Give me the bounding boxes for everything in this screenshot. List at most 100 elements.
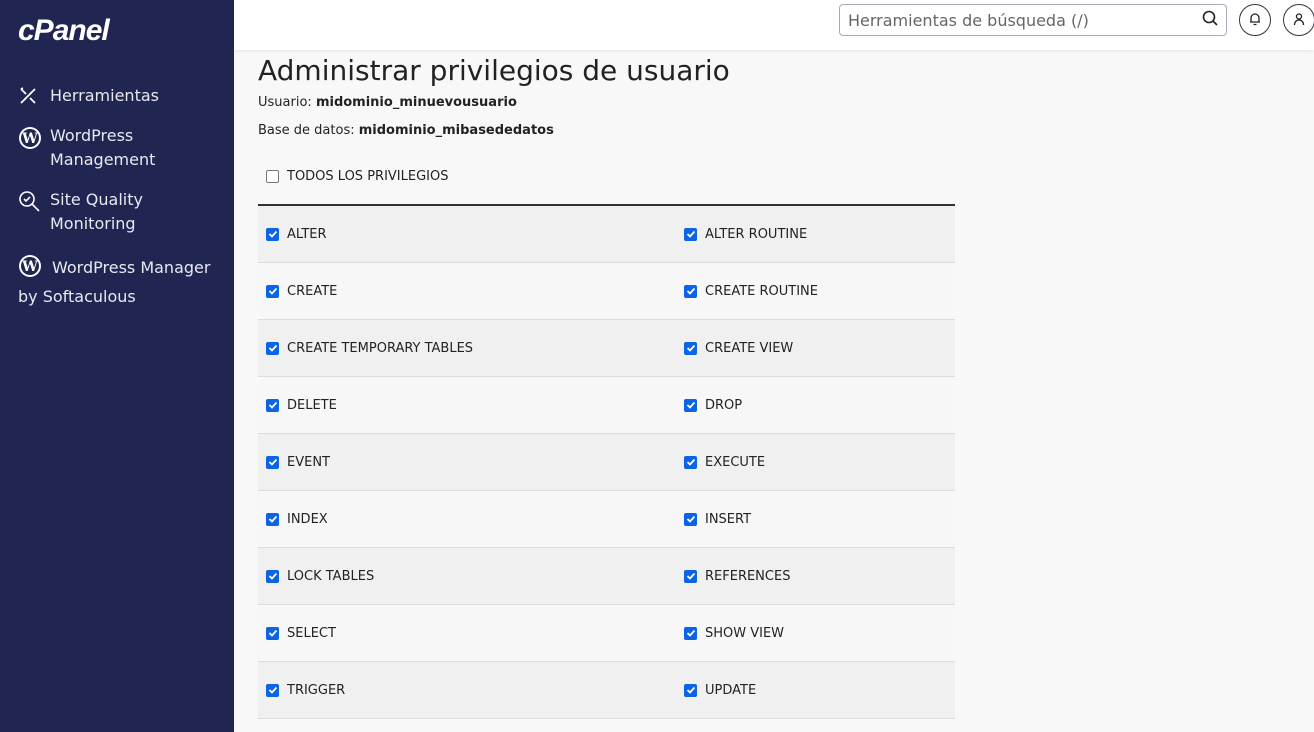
checkbox-checked[interactable] xyxy=(684,398,697,412)
privilege-select[interactable]: SELECT xyxy=(258,626,676,641)
privilege-row: TRIGGER UPDATE xyxy=(258,662,955,719)
privilege-index[interactable]: INDEX xyxy=(258,512,676,527)
privilege-row: CREATE CREATE ROUTINE xyxy=(258,263,955,320)
user-value: midominio_minuevousuario xyxy=(315,95,517,110)
sidebar-item-wordpress-manager-softaculous[interactable]: W WordPress Manager by Softaculous xyxy=(18,252,228,309)
privilege-label: UPDATE xyxy=(705,682,757,698)
privilege-label: EXECUTE xyxy=(705,454,766,470)
privilege-label: CREATE xyxy=(287,283,338,299)
checkbox-checked[interactable] xyxy=(266,398,279,412)
checkbox-checked[interactable] xyxy=(266,512,279,526)
sidebar-item-label: WordPress Manager by Softaculous xyxy=(18,258,211,306)
tools-icon xyxy=(18,84,50,108)
checkbox-checked[interactable] xyxy=(684,341,697,355)
sidebar-nav: Herramientas W WordPress Management Site… xyxy=(18,84,228,325)
privilege-row: INDEX INSERT xyxy=(258,491,955,548)
privileges-table: ALTER ALTER ROUTINE CREATE CREATE ROUTINE CR… xyxy=(258,204,955,719)
privilege-label: CREATE VIEW xyxy=(705,340,794,356)
sidebar: cPanel Herramientas W WordPress Manageme… xyxy=(0,0,234,732)
privilege-create-view[interactable]: CREATE VIEW xyxy=(676,341,955,356)
privilege-label: INDEX xyxy=(287,511,328,527)
privilege-delete[interactable]: DELETE xyxy=(258,398,676,413)
privilege-alter[interactable]: ALTER xyxy=(258,227,676,242)
privilege-drop[interactable]: DROP xyxy=(676,398,955,413)
checkbox-checked[interactable] xyxy=(684,569,697,583)
sidebar-item-wordpress-management[interactable]: W WordPress Management xyxy=(18,124,228,172)
privilege-label: CREATE ROUTINE xyxy=(705,283,818,299)
database-info: Base de datos: midominio_mibasededatos xyxy=(258,123,955,139)
database-value: midominio_mibasededatos xyxy=(358,123,554,138)
checkbox-checked[interactable] xyxy=(684,512,697,526)
checkbox[interactable] xyxy=(266,170,279,183)
sidebar-item-label: Herramientas xyxy=(50,86,159,105)
privilege-label: TRIGGER xyxy=(287,682,346,698)
checkbox-checked[interactable] xyxy=(266,626,279,640)
checkbox-checked[interactable] xyxy=(684,284,697,298)
privilege-row: ALTER ALTER ROUTINE xyxy=(258,206,955,263)
privilege-row: EVENT EXECUTE xyxy=(258,434,955,491)
search-box[interactable] xyxy=(839,4,1227,36)
privilege-label: SELECT xyxy=(287,625,336,641)
checkbox-checked[interactable] xyxy=(266,341,279,355)
checkbox-checked[interactable] xyxy=(266,227,279,241)
sidebar-item-label: WordPress Management xyxy=(50,126,156,169)
svg-text:W: W xyxy=(21,259,38,275)
privilege-row: CREATE TEMPORARY TABLES CREATE VIEW xyxy=(258,320,955,377)
privilege-trigger[interactable]: TRIGGER xyxy=(258,683,676,698)
top-header xyxy=(234,0,1314,50)
privilege-create[interactable]: CREATE xyxy=(258,284,676,299)
bell-icon xyxy=(1248,11,1262,30)
checkbox-checked[interactable] xyxy=(684,227,697,241)
privilege-label: INSERT xyxy=(705,511,752,527)
privilege-alter-routine[interactable]: ALTER ROUTINE xyxy=(676,227,955,242)
all-privileges-checkbox[interactable]: TODOS LOS PRIVILEGIOS xyxy=(258,169,955,184)
sidebar-item-herramientas[interactable]: Herramientas xyxy=(18,84,228,108)
cpanel-logo[interactable]: cPanel xyxy=(18,14,110,47)
checkbox-checked[interactable] xyxy=(266,455,279,469)
database-label: Base de datos: xyxy=(258,123,355,138)
privilege-references[interactable]: REFERENCES xyxy=(676,569,955,584)
privilege-label: SHOW VIEW xyxy=(705,625,785,641)
privilege-create-temporary-tables[interactable]: CREATE TEMPORARY TABLES xyxy=(258,341,676,356)
search-icon[interactable] xyxy=(1202,10,1218,30)
user-label: Usuario: xyxy=(258,95,312,110)
privilege-label: DELETE xyxy=(287,397,337,413)
notifications-button[interactable] xyxy=(1239,4,1271,36)
wordpress-icon: W xyxy=(18,252,52,285)
privilege-insert[interactable]: INSERT xyxy=(676,512,955,527)
search-check-icon xyxy=(18,188,50,236)
privilege-update[interactable]: UPDATE xyxy=(676,683,955,698)
privilege-lock-tables[interactable]: LOCK TABLES xyxy=(258,569,676,584)
privilege-row: SELECT SHOW VIEW xyxy=(258,605,955,662)
search-input[interactable] xyxy=(848,10,1202,30)
user-icon xyxy=(1292,11,1306,30)
all-privileges-label: TODOS LOS PRIVILEGIOS xyxy=(287,169,449,184)
privilege-show-view[interactable]: SHOW VIEW xyxy=(676,626,955,641)
user-menu-button[interactable] xyxy=(1283,4,1314,36)
checkbox-checked[interactable] xyxy=(266,683,279,697)
privilege-label: ALTER xyxy=(287,226,327,242)
user-info: Usuario: midominio_minuevousuario xyxy=(258,95,955,111)
privilege-execute[interactable]: EXECUTE xyxy=(676,455,955,470)
privilege-create-routine[interactable]: CREATE ROUTINE xyxy=(676,284,955,299)
checkbox-checked[interactable] xyxy=(684,626,697,640)
privilege-label: DROP xyxy=(705,397,743,413)
main-content: Administrar privilegios de usuario Usuar… xyxy=(258,50,955,719)
checkbox-checked[interactable] xyxy=(684,455,697,469)
svg-text:W: W xyxy=(21,131,38,147)
privilege-label: EVENT xyxy=(287,454,330,470)
sidebar-item-label: Site Quality Monitoring xyxy=(50,190,143,233)
privilege-row: DELETE DROP xyxy=(258,377,955,434)
privilege-label: ALTER ROUTINE xyxy=(705,226,808,242)
privilege-label: REFERENCES xyxy=(705,568,791,584)
privilege-event[interactable]: EVENT xyxy=(258,455,676,470)
checkbox-checked[interactable] xyxy=(266,284,279,298)
wordpress-icon: W xyxy=(18,124,50,172)
checkbox-checked[interactable] xyxy=(266,569,279,583)
page-title: Administrar privilegios de usuario xyxy=(258,54,730,87)
privilege-label: CREATE TEMPORARY TABLES xyxy=(287,340,474,356)
sidebar-item-site-quality-monitoring[interactable]: Site Quality Monitoring xyxy=(18,188,228,236)
checkbox-checked[interactable] xyxy=(684,683,697,697)
privilege-row: LOCK TABLES REFERENCES xyxy=(258,548,955,605)
privilege-label: LOCK TABLES xyxy=(287,568,375,584)
